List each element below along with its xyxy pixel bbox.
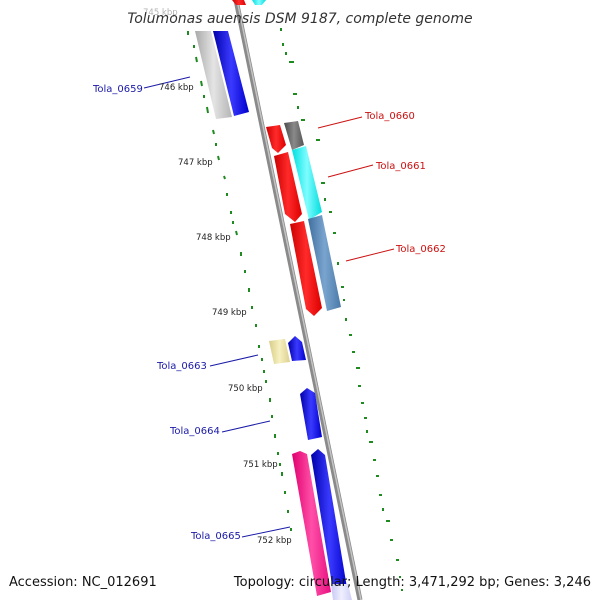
gene-label-tola-0664[interactable]: Tola_0664 xyxy=(169,426,220,437)
gene-label-tola-0659[interactable]: Tola_0659 xyxy=(92,84,143,95)
gene-cds-tola-0665[interactable] xyxy=(311,449,348,597)
genome-backbone xyxy=(233,0,363,600)
gene-cds-tola-0663[interactable] xyxy=(288,336,306,361)
gene-cds-tola-0662-steel[interactable] xyxy=(308,215,341,311)
gene-cds-tola-0660-dark[interactable] xyxy=(284,121,304,150)
tick-label-751-kbp: 751 kbp xyxy=(243,460,278,470)
gene-label-tola-0663[interactable]: Tola_0663 xyxy=(156,361,207,372)
tick-label-750-kbp: 750 kbp xyxy=(228,384,263,394)
gene-cds-tola-0661-cyan[interactable] xyxy=(292,146,322,220)
position-scale: 745 kbp 746 kbp 747 kbp 748 kbp 749 kbp … xyxy=(143,8,292,546)
gene-cds-tola-0659-gray[interactable] xyxy=(195,31,232,119)
gene-label-tola-0660[interactable]: Tola_0660 xyxy=(364,111,415,122)
accession-text: Accession: NC_012691 xyxy=(9,575,157,590)
map-title: Tolumonas auensis DSM 9187, complete gen… xyxy=(127,11,472,27)
label-leader-lines xyxy=(143,76,395,538)
tick-label-746-kbp: 746 kbp xyxy=(159,83,194,93)
gene-label-tola-0662[interactable]: Tola_0662 xyxy=(395,244,446,255)
gene-labels: Tola_0659 Tola_0660 Tola_0661 Tola_0662 … xyxy=(92,84,446,542)
gene-label-tola-0661[interactable]: Tola_0661 xyxy=(375,161,426,172)
gc-skew-inner-track xyxy=(187,31,292,531)
gc-content-outer-track xyxy=(280,28,403,591)
gene-label-tola-0665[interactable]: Tola_0665 xyxy=(190,531,241,542)
tick-label-749-kbp: 749 kbp xyxy=(212,308,247,318)
tick-label-752-kbp: 752 kbp xyxy=(257,536,292,546)
tick-label-747-kbp: 747 kbp xyxy=(178,158,213,168)
gene-cds-tola-0660[interactable] xyxy=(266,125,286,153)
tick-label-748-kbp: 748 kbp xyxy=(196,233,231,243)
gene-cds-tola-0661[interactable] xyxy=(274,152,302,222)
gene-cds-tola-0665-pink[interactable] xyxy=(292,451,331,596)
gene-cds-tola-0663-khaki[interactable] xyxy=(269,339,290,364)
tick-label-745-kbp: 745 kbp xyxy=(143,8,178,18)
gene-cds-tola-0662[interactable] xyxy=(290,221,322,316)
topology-summary: Topology: circular; Length: 3,471,292 bp… xyxy=(233,575,591,590)
gene-cds-tola-0664[interactable] xyxy=(300,388,322,440)
gene-cds-tola-0665-lavender[interactable] xyxy=(331,584,352,600)
top-partial-genes[interactable] xyxy=(232,0,266,5)
gene-cds-tola-0659[interactable] xyxy=(213,31,249,116)
